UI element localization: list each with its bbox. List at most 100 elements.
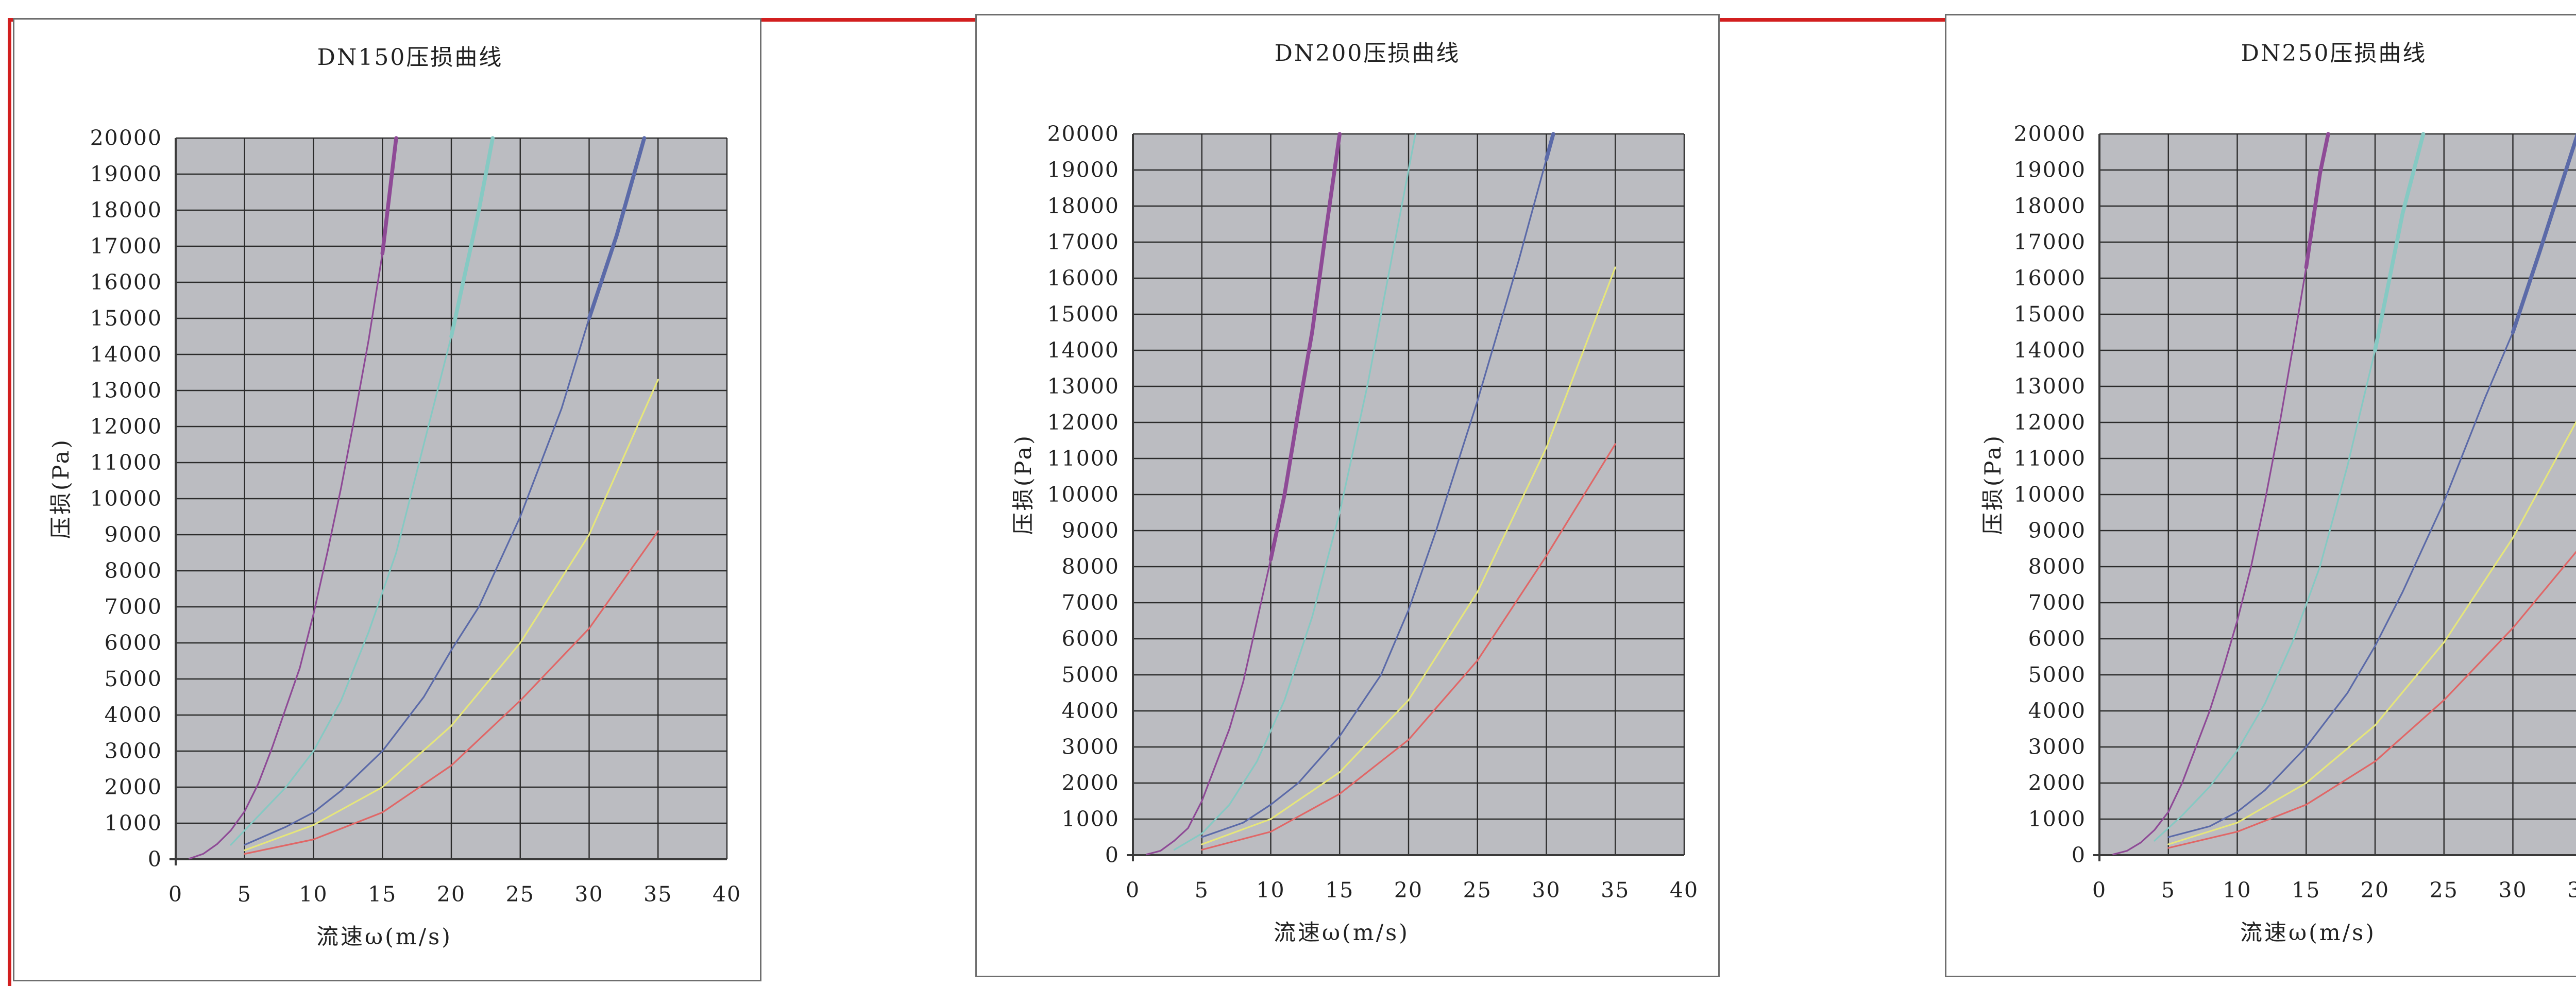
- y-tick-label: 8000: [2028, 554, 2086, 579]
- x-axis-label: 流速ω(m/s): [316, 924, 452, 950]
- y-tick-label: 0: [2072, 843, 2086, 868]
- y-tick-label: 19000: [2014, 158, 2086, 182]
- y-tick-label: 16000: [2014, 266, 2086, 291]
- x-tick-label: 35: [2567, 878, 2576, 903]
- x-tick-label: 5: [2161, 878, 2176, 903]
- y-axis-label: 压损(Pa): [1980, 434, 2006, 535]
- x-tick-label: 30: [2498, 878, 2527, 903]
- y-tick-label: 10000: [1047, 482, 1120, 507]
- y-tick-label: 19000: [90, 162, 162, 186]
- y-tick-label: 20000: [2014, 122, 2086, 146]
- y-tick-label: 18000: [2014, 194, 2086, 218]
- y-axis-label: 压损(Pa): [48, 438, 74, 539]
- y-tick-label: 7000: [1062, 590, 1120, 615]
- y-tick-label: 14000: [1047, 338, 1120, 363]
- y-tick-label: 4000: [2028, 699, 2086, 723]
- y-tick-label: 10000: [90, 486, 162, 511]
- x-tick-label: 15: [368, 882, 397, 907]
- y-tick-label: 3000: [1062, 735, 1120, 759]
- y-tick-label: 16000: [90, 270, 162, 295]
- x-tick-label: 20: [1394, 878, 1423, 903]
- y-tick-label: 14000: [90, 342, 162, 367]
- y-tick-label: 6000: [105, 631, 162, 655]
- x-tick-label: 20: [2361, 878, 2389, 903]
- y-tick-label: 1000: [1062, 807, 1120, 831]
- chart-title: DN150压损曲线: [317, 44, 503, 71]
- y-tick-label: 11000: [2014, 446, 2086, 471]
- y-tick-label: 13000: [90, 378, 162, 403]
- y-tick-label: 15000: [2014, 302, 2086, 327]
- chart-svg-dn150: 0100020003000400050006000700080009000100…: [14, 20, 761, 981]
- y-tick-label: 12000: [90, 414, 162, 439]
- y-tick-label: 17000: [90, 234, 162, 259]
- y-tick-label: 9000: [2028, 518, 2086, 543]
- y-tick-label: 17000: [1047, 230, 1120, 254]
- x-tick-label: 10: [1256, 878, 1285, 903]
- y-tick-label: 11000: [90, 450, 162, 475]
- y-tick-label: 12000: [1047, 410, 1120, 435]
- x-tick-label: 40: [1670, 878, 1699, 903]
- y-tick-label: 2000: [1062, 771, 1120, 795]
- y-tick-label: 18000: [1047, 194, 1120, 218]
- y-tick-label: 9000: [1062, 518, 1120, 543]
- y-tick-label: 10000: [2014, 482, 2086, 507]
- x-axis-label: 流速ω(m/s): [2240, 920, 2376, 946]
- x-tick-label: 10: [2223, 878, 2251, 903]
- x-tick-label: 35: [1601, 878, 1630, 903]
- y-tick-label: 1000: [2028, 807, 2086, 831]
- chart-svg-dn200: 0100020003000400050006000700080009000100…: [977, 15, 1720, 977]
- y-tick-label: 15000: [90, 306, 162, 331]
- y-tick-label: 8000: [1062, 554, 1120, 579]
- x-tick-label: 0: [2092, 878, 2107, 903]
- chart-svg-dn250: 0100020003000400050006000700080009000100…: [1946, 15, 2576, 977]
- chart-title: DN250压损曲线: [2241, 40, 2427, 66]
- y-tick-label: 0: [148, 847, 162, 872]
- y-tick-label: 3000: [2028, 735, 2086, 759]
- y-tick-label: 2000: [105, 775, 162, 800]
- y-tick-label: 20000: [1047, 122, 1120, 146]
- y-tick-label: 13000: [1047, 374, 1120, 399]
- y-tick-label: 20000: [90, 126, 162, 150]
- y-tick-label: 19000: [1047, 158, 1120, 182]
- y-tick-label: 17000: [2014, 230, 2086, 254]
- y-tick-label: 18000: [90, 198, 162, 223]
- y-tick-label: 6000: [1062, 626, 1120, 651]
- x-tick-label: 20: [437, 882, 466, 907]
- chart-title: DN200压损曲线: [1275, 40, 1461, 66]
- x-tick-label: 5: [1195, 878, 1209, 903]
- y-tick-label: 12000: [2014, 410, 2086, 435]
- y-tick-label: 7000: [105, 594, 162, 619]
- y-tick-label: 16000: [1047, 266, 1120, 291]
- y-tick-label: 15000: [1047, 302, 1120, 327]
- y-axis-label: 压损(Pa): [1011, 434, 1037, 535]
- y-tick-label: 14000: [2014, 338, 2086, 363]
- y-tick-label: 3000: [105, 739, 162, 763]
- x-tick-label: 40: [713, 882, 741, 907]
- x-tick-label: 30: [574, 882, 603, 907]
- y-tick-label: 8000: [105, 558, 162, 583]
- x-tick-label: 25: [506, 882, 535, 907]
- y-tick-label: 11000: [1047, 446, 1120, 471]
- y-tick-label: 4000: [105, 703, 162, 727]
- y-tick-label: 4000: [1062, 699, 1120, 723]
- y-tick-label: 2000: [2028, 771, 2086, 795]
- x-tick-label: 0: [168, 882, 183, 907]
- x-tick-label: 30: [1532, 878, 1561, 903]
- x-axis-label: 流速ω(m/s): [1274, 920, 1410, 946]
- x-tick-label: 5: [238, 882, 252, 907]
- y-tick-label: 1000: [105, 811, 162, 836]
- y-tick-label: 7000: [2028, 590, 2086, 615]
- x-tick-label: 15: [2292, 878, 2320, 903]
- x-tick-label: 25: [1463, 878, 1492, 903]
- y-tick-label: 6000: [2028, 626, 2086, 651]
- x-tick-label: 15: [1325, 878, 1354, 903]
- x-tick-label: 10: [299, 882, 328, 907]
- y-tick-label: 0: [1105, 843, 1120, 868]
- y-tick-label: 5000: [105, 667, 162, 691]
- y-tick-label: 5000: [2028, 662, 2086, 687]
- x-tick-label: 35: [643, 882, 672, 907]
- x-tick-label: 25: [2430, 878, 2459, 903]
